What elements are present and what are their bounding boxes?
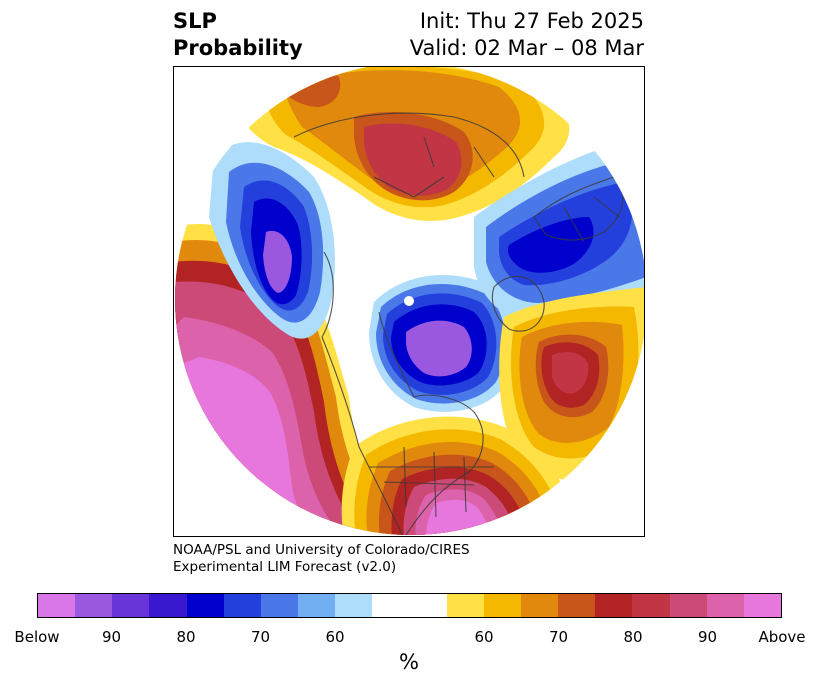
colorbar-segment bbox=[483, 594, 522, 617]
colorbar-segment bbox=[298, 594, 336, 617]
probability-field bbox=[175, 67, 644, 535]
greenland-coastline bbox=[491, 275, 545, 332]
credit-line-2: Experimental LIM Forecast (v2.0) bbox=[173, 559, 397, 575]
forecast-dates: Init: Thu 27 Feb 2025 Valid: 02 Mar – 08… bbox=[410, 8, 644, 62]
colorbar-segment bbox=[595, 594, 633, 617]
title-line-2: Probability bbox=[173, 36, 303, 60]
colorbar-segment bbox=[632, 594, 670, 617]
north-pole-marker bbox=[404, 296, 414, 306]
colorbar-tick-label: 90 bbox=[697, 628, 718, 646]
colorbar-segment bbox=[446, 594, 484, 617]
colorbar-segment bbox=[38, 594, 76, 617]
init-date: Init: Thu 27 Feb 2025 bbox=[419, 9, 644, 33]
colorbar-tick-label: 80 bbox=[176, 628, 196, 646]
colorbar-segment bbox=[706, 594, 744, 617]
colorbar-tick-label: 60 bbox=[325, 628, 345, 646]
colorbar-tick-label: 90 bbox=[101, 628, 122, 646]
colorbar-segment bbox=[75, 594, 113, 617]
canada-below-region bbox=[369, 275, 515, 412]
north-america-coastline bbox=[321, 251, 484, 535]
colorbar-tick-label: 70 bbox=[250, 628, 271, 646]
colorbar-segment bbox=[521, 594, 559, 617]
colorbar-segment bbox=[743, 594, 782, 617]
colorbar-segment bbox=[558, 594, 596, 617]
us-above-region bbox=[341, 416, 574, 535]
map-lines bbox=[293, 112, 624, 535]
country-borders bbox=[373, 136, 620, 243]
colorbar-unit-label: % bbox=[399, 650, 419, 674]
colorbar-segment bbox=[669, 594, 707, 617]
colorbar-tick-label: Above bbox=[758, 628, 806, 646]
colorbar-segment bbox=[260, 594, 299, 617]
colorbar-segment bbox=[335, 594, 373, 617]
colorbar-segment bbox=[186, 594, 224, 617]
colorbar-segment bbox=[223, 594, 261, 617]
colorbar-tick-label: 80 bbox=[623, 628, 643, 646]
colorbar-tick-label: 60 bbox=[474, 628, 494, 646]
us-borders bbox=[369, 446, 494, 518]
credit-text: NOAA/PSL and University of Colorado/CIRE… bbox=[173, 542, 470, 576]
alaska-below-region bbox=[209, 142, 335, 339]
asia-coastline bbox=[293, 112, 525, 178]
title-line-1: SLP bbox=[173, 9, 217, 33]
colorbar-segment bbox=[112, 594, 150, 617]
colorbar-segment bbox=[372, 594, 447, 617]
europe-coastline bbox=[533, 176, 624, 241]
colorbar-tick-label: 70 bbox=[548, 628, 569, 646]
probability-colorbar bbox=[37, 593, 782, 618]
probability-map bbox=[173, 66, 645, 537]
valid-date-range: Valid: 02 Mar – 08 Mar bbox=[409, 36, 644, 60]
map-title: SLP Probability bbox=[173, 8, 303, 62]
colorbar-tick-label: Below bbox=[14, 628, 60, 646]
colorbar-segment bbox=[149, 594, 187, 617]
map-canvas bbox=[175, 67, 644, 535]
credit-line-1: NOAA/PSL and University of Colorado/CIRE… bbox=[173, 542, 470, 558]
